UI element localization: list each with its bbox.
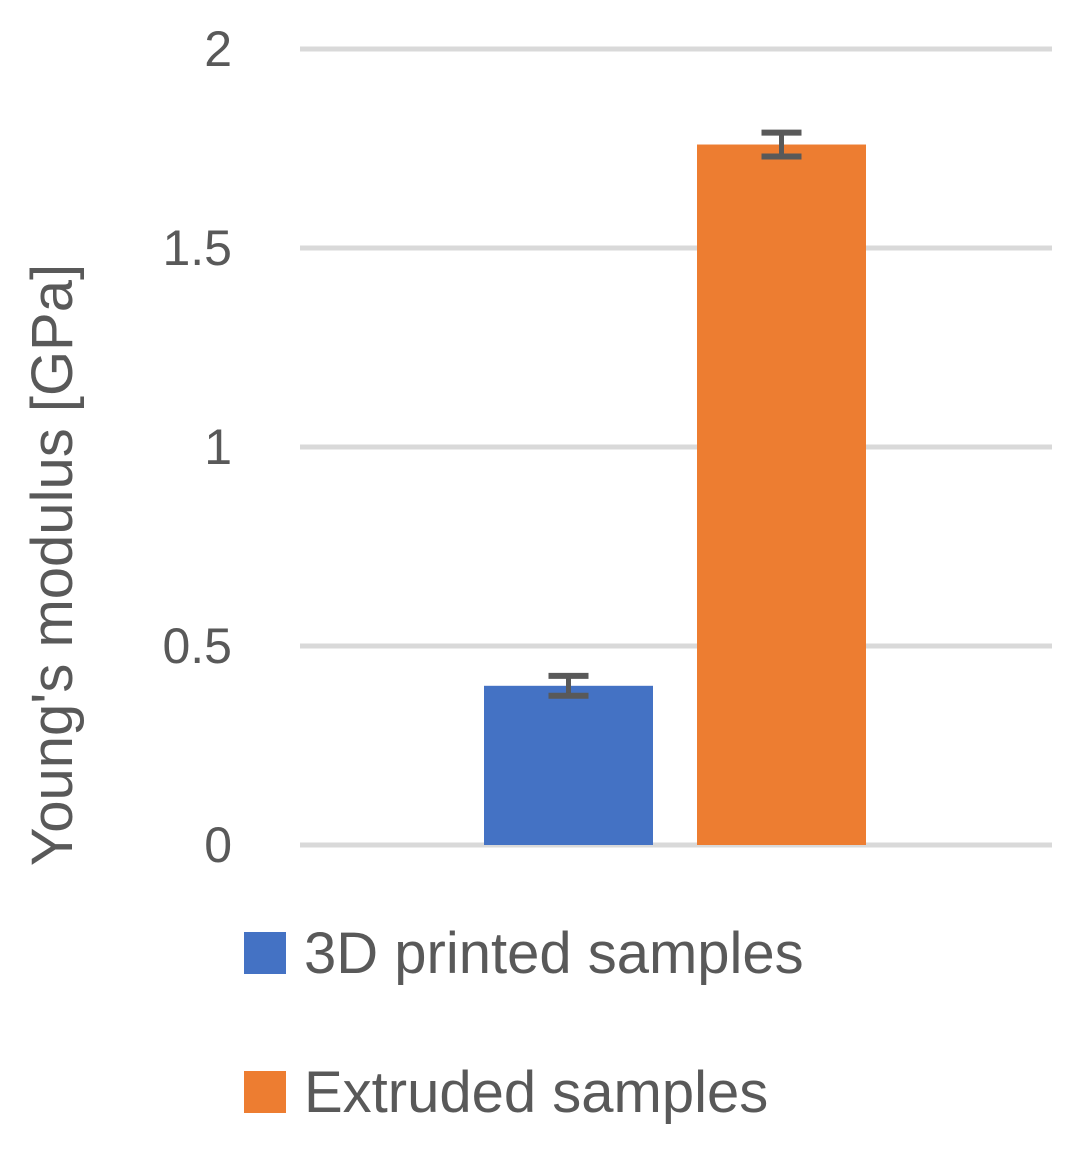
bar-extruded [697, 144, 866, 845]
bars [484, 144, 866, 845]
legend-swatch [244, 1071, 286, 1113]
legend-item: 3D printed samples [244, 921, 804, 986]
legend-label: Extruded samples [304, 1060, 768, 1125]
error-bars [548, 129, 802, 699]
y-axis-title: Young's modulus [GPa] [20, 264, 85, 866]
y-tick-label: 1 [204, 419, 232, 475]
error-bar [761, 129, 802, 160]
y-tick-label: 0.5 [162, 618, 232, 674]
y-tick-label: 1.5 [162, 220, 232, 276]
y-tick-labels: 0 0.5 1 1.5 2 [162, 21, 232, 873]
gridlines [300, 46, 1052, 848]
legend-label: 3D printed samples [304, 921, 804, 986]
y-tick-label: 0 [204, 817, 232, 873]
legend-item: Extruded samples [244, 1060, 768, 1125]
legend-swatch [244, 932, 286, 974]
error-bar [548, 672, 589, 699]
bar-3d-printed [484, 685, 653, 845]
y-tick-label: 2 [204, 21, 232, 77]
legend: 3D printed samples Extruded samples [244, 921, 804, 1125]
